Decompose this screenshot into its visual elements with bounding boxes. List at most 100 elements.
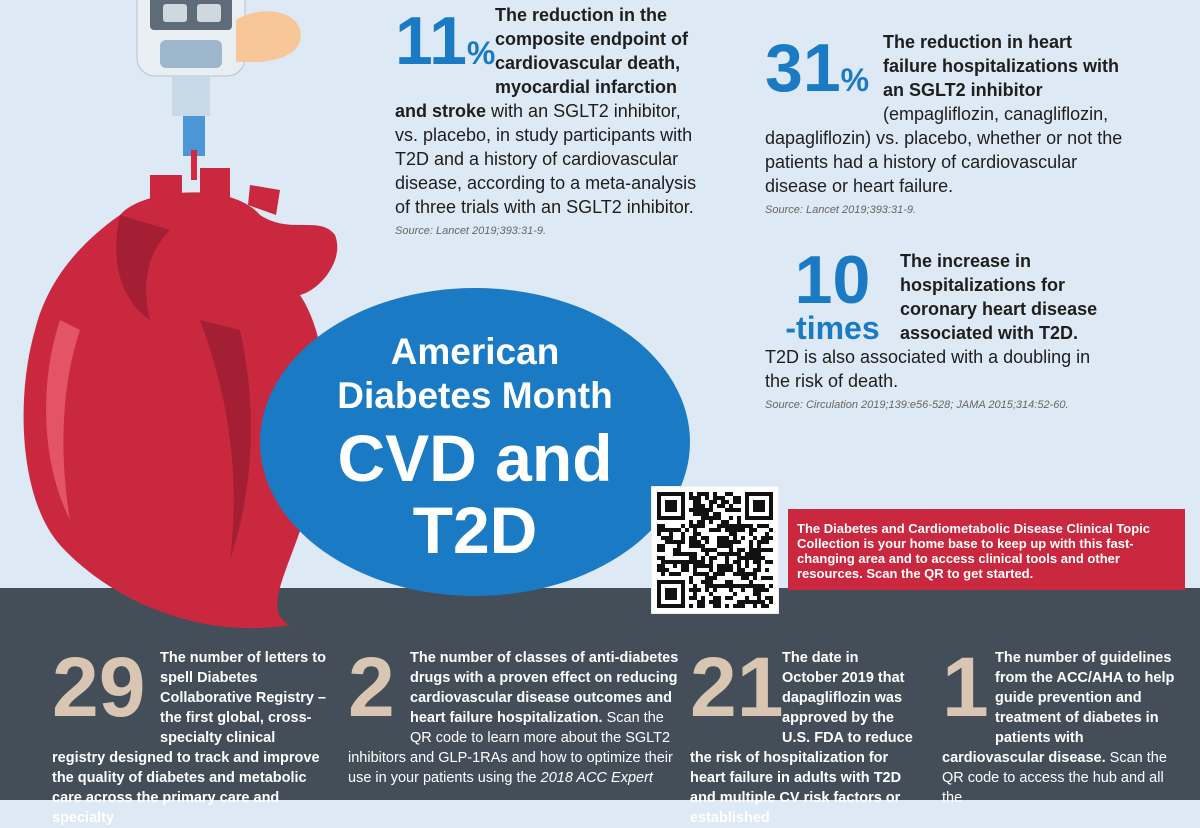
qr-module (681, 592, 685, 596)
qr-module (693, 512, 697, 516)
qr-module (761, 540, 765, 544)
qr-module (741, 556, 745, 560)
qr-module (681, 564, 685, 568)
qr-module (665, 508, 669, 512)
qr-module (681, 500, 685, 504)
qr-module (693, 564, 697, 568)
qr-module (749, 516, 753, 520)
qr-module (657, 524, 661, 528)
qr-module (661, 548, 665, 552)
qr-code[interactable] (651, 486, 779, 614)
qr-module (757, 540, 761, 544)
qr-module (721, 520, 725, 524)
qr-module (701, 572, 705, 576)
qr-module (737, 520, 741, 524)
qr-module (733, 552, 737, 556)
qr-module (721, 544, 725, 548)
qr-module (669, 572, 673, 576)
qr-module (689, 560, 693, 564)
qr-module (769, 504, 773, 508)
vessels (150, 168, 280, 215)
qr-module (761, 492, 765, 496)
qr-module (757, 548, 761, 552)
qr-module (697, 496, 701, 500)
qr-module (753, 536, 757, 540)
bottom-stat: 1 The number of guidelines from the ACC/… (942, 645, 1178, 808)
qr-module (753, 516, 757, 520)
qr-module (669, 532, 673, 536)
qr-module (693, 568, 697, 572)
qr-module (753, 560, 757, 564)
qr-module (693, 592, 697, 596)
qr-module (733, 496, 737, 500)
qr-module (721, 572, 725, 576)
qr-module (657, 556, 661, 560)
qr-module (769, 492, 773, 496)
callout: The Diabetes and Cardiometabolic Disease… (797, 521, 1151, 581)
qr-module (693, 528, 697, 532)
qr-module (657, 516, 661, 520)
qr-module (717, 512, 721, 516)
qr-module (749, 580, 753, 584)
qr-module (661, 536, 665, 540)
bottom-number: 29 (52, 640, 146, 734)
qr-module (677, 572, 681, 576)
qr-module (669, 528, 673, 532)
qr-module (765, 588, 769, 592)
qr-module (749, 532, 753, 536)
qr-module (677, 552, 681, 556)
qr-module (693, 532, 697, 536)
qr-module (657, 588, 661, 592)
qr-module (657, 568, 661, 572)
qr-module (677, 540, 681, 544)
qr-module (737, 540, 741, 544)
unit: -times (785, 310, 880, 346)
qr-module (713, 516, 717, 520)
qr-module (689, 492, 693, 496)
qr-module (685, 564, 689, 568)
qr-module (733, 560, 737, 564)
qr-module (657, 500, 661, 504)
qr-module (705, 576, 709, 580)
qr-module (765, 548, 769, 552)
bottom-italic: 2018 ACC Expert (540, 770, 653, 786)
title-line1: American Diabetes Month (337, 331, 613, 416)
source: Source: Circulation 2019;139:e56-528; JA… (765, 399, 1069, 411)
qr-module (697, 604, 701, 608)
qr-module (761, 500, 765, 504)
qr-module (765, 536, 769, 540)
qr-module (749, 572, 753, 576)
qr-module (753, 528, 757, 532)
bottom-text: Scan the QR code to access the hub and a… (942, 750, 1167, 806)
qr-module (725, 552, 729, 556)
qr-module (713, 584, 717, 588)
qr-module (709, 500, 713, 504)
qr-module (725, 556, 729, 560)
qr-module (765, 524, 769, 528)
qr-module (725, 596, 729, 600)
qr-module (749, 540, 753, 544)
bottom-bold: The number of classes of anti-diabetes d… (410, 650, 679, 726)
qr-module (769, 512, 773, 516)
qr-module (757, 508, 761, 512)
qr-module (761, 604, 765, 608)
qr-module (681, 596, 685, 600)
qr-module (741, 600, 745, 604)
qr-module (701, 556, 705, 560)
qr-module (733, 536, 737, 540)
qr-module (725, 508, 729, 512)
qr-module (669, 580, 673, 584)
qr-module (753, 556, 757, 560)
qr-module (661, 568, 665, 572)
qr-module (697, 524, 701, 528)
qr-module (721, 536, 725, 540)
qr-module (713, 576, 717, 580)
qr-module (757, 500, 761, 504)
qr-module (733, 540, 737, 544)
qr-module (717, 600, 721, 604)
qr-module (725, 492, 729, 496)
qr-module (745, 500, 749, 504)
qr-module (673, 516, 677, 520)
qr-module (745, 572, 749, 576)
